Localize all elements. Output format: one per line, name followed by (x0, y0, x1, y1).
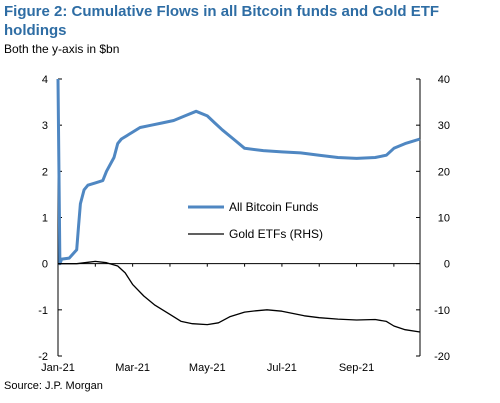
left-y-tick-label: -1 (38, 305, 48, 317)
right-y-tick-label: 0 (444, 259, 450, 271)
right-y-tick-label: -10 (434, 305, 450, 317)
right-y-tick-label: 10 (438, 213, 450, 225)
x-tick-label: May-21 (189, 362, 226, 374)
x-tick-label: Jul-21 (267, 362, 297, 374)
left-y-tick-label: 1 (42, 213, 48, 225)
left-y-tick-label: 0 (42, 259, 48, 271)
chart-title: Figure 2: Cumulative Flows in all Bitcoi… (4, 3, 440, 39)
x-tick-label: Jan-21 (41, 362, 75, 374)
right-y-tick-label: -20 (434, 351, 450, 363)
series-line-gold (58, 260, 421, 333)
x-tick-label: Sep-21 (339, 362, 374, 374)
x-ticks: Jan-21 Mar-21 May-21 Jul-21 Sep-21 (41, 263, 395, 374)
right-y-tick-label: 30 (438, 120, 450, 132)
series-line-bitcoin (56, 78, 421, 266)
legend-gold-label: Gold ETFs (RHS) (229, 227, 323, 241)
legend-bitcoin-label: All Bitcoin Funds (229, 200, 318, 214)
right-y-ticks: -20 -10 0 10 20 30 40 (416, 74, 450, 363)
right-y-tick-label: 20 (438, 166, 450, 178)
left-y-tick-label: 4 (42, 74, 48, 86)
chart-source: Source: J.P. Morgan (4, 380, 103, 392)
left-y-tick-label: -2 (38, 351, 48, 363)
chart-series (56, 78, 421, 333)
right-y-tick-label: 40 (438, 74, 450, 86)
left-y-tick-label: 2 (42, 166, 48, 178)
chart-subtitle: Both the y-axis in $bn (4, 42, 120, 56)
left-y-tick-label: 3 (42, 120, 48, 132)
chart-legend: All Bitcoin Funds Gold ETFs (RHS) (188, 200, 323, 241)
x-tick-label: Mar-21 (115, 362, 150, 374)
